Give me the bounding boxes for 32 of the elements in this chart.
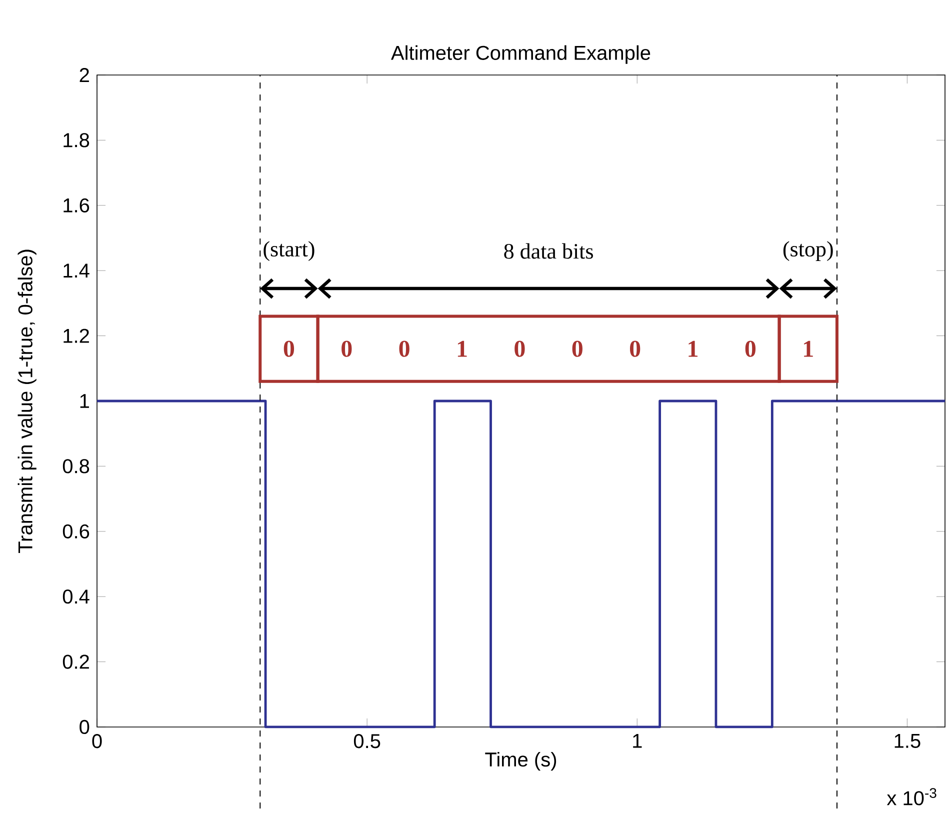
- y-tick-label: 0.6: [62, 524, 90, 538]
- annotation: 8 data bits: [504, 243, 593, 259]
- y-tick-label: 2: [80, 68, 89, 82]
- y-tick-label: 0: [80, 720, 90, 734]
- text: x 10$^{-3}$: [886, 788, 936, 806]
- annotation: 0: [630, 340, 640, 357]
- y-tick-label: 0.8: [62, 459, 90, 474]
- annotation: 1: [688, 340, 698, 357]
- chart-title: Altimeter Command Example: [390, 45, 650, 64]
- annotation: 0: [514, 340, 525, 357]
- y-axis-title: Transmit pin value (1-true, 0-false): [18, 250, 36, 554]
- y-tick-label: 0.2: [62, 654, 89, 669]
- y-tick-label: 1.4: [64, 264, 90, 278]
- annotation: 0: [745, 340, 756, 357]
- y-tick-label: 1: [80, 394, 89, 408]
- y-tick-label: 1.6: [64, 198, 90, 212]
- annotation: 0: [572, 340, 582, 357]
- annotation: 0: [342, 340, 352, 357]
- x-tick-label: 1.5: [894, 734, 920, 748]
- y-tick-label: 1.8: [64, 133, 90, 148]
- x-tick-label: 0: [92, 734, 102, 748]
- y-tick-label: 1.2: [64, 328, 89, 343]
- annotation: (start): [264, 241, 314, 261]
- annotation: 1: [458, 340, 467, 357]
- annotation: 0: [284, 340, 294, 357]
- x-tick-label: 0.5: [354, 734, 380, 748]
- annotation: 1: [804, 340, 813, 357]
- y-tick-label: 0.4: [62, 590, 90, 604]
- annotation: 0: [399, 340, 410, 357]
- x-tick-label: 1: [633, 734, 642, 748]
- annotation: (stop): [783, 241, 833, 261]
- x-axis-title: Time (s): [485, 752, 556, 771]
